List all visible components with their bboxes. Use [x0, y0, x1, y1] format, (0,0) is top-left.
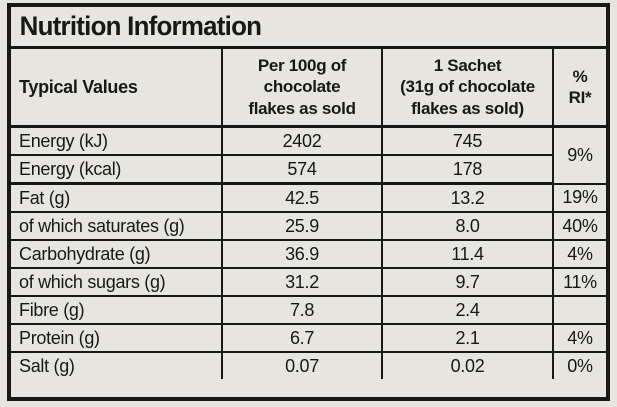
table-row-carbohydrate: Carbohydrate (g) 36.9 11.4 4% — [11, 239, 606, 269]
column-header-per-100g: Per 100g of chocolate flakes as sold — [221, 47, 383, 128]
value-ri-empty — [552, 295, 606, 325]
value-ri: 19% — [552, 182, 606, 213]
value-per-100g: 42.5 — [221, 182, 383, 213]
row-label: of which sugars (g) — [11, 267, 223, 297]
value-per-100g: 36.9 — [221, 239, 383, 269]
value-ri: 40% — [552, 211, 606, 241]
value-sachet: 11.4 — [381, 239, 554, 269]
table-row-protein: Protein (g) 6.7 2.1 4% — [11, 323, 606, 353]
value-per-100g: 6.7 — [221, 323, 383, 353]
value-per-100g: 2402 — [221, 125, 383, 156]
row-label: Salt (g) — [11, 351, 223, 379]
value-sachet: 178 — [381, 154, 554, 185]
row-label: Carbohydrate (g) — [11, 239, 223, 269]
table-header-row: Typical Values Per 100g of chocolate fla… — [11, 47, 606, 128]
value-ri-energy: 9% — [552, 125, 606, 185]
row-label: Energy (kcal) — [11, 154, 223, 185]
value-sachet: 745 — [381, 125, 554, 156]
value-sachet: 0.02 — [381, 351, 554, 379]
value-sachet: 8.0 — [381, 211, 554, 241]
column-header-typical-values: Typical Values — [11, 47, 223, 128]
table-row-saturates: of which saturates (g) 25.9 8.0 40% — [11, 211, 606, 241]
value-per-100g: 31.2 — [221, 267, 383, 297]
table-row-energy-kcal: Energy (kcal) 574 178 — [11, 154, 606, 185]
row-label: Fibre (g) — [11, 295, 223, 325]
value-ri: 11% — [552, 267, 606, 297]
column-header-sachet: 1 Sachet (31g of chocolate flakes as sol… — [381, 47, 554, 128]
nutrition-table: Typical Values Per 100g of chocolate fla… — [11, 46, 606, 379]
value-ri: 0% — [552, 351, 606, 379]
value-per-100g: 0.07 — [221, 351, 383, 379]
row-label: Protein (g) — [11, 323, 223, 353]
row-label: Fat (g) — [11, 182, 223, 213]
value-sachet: 2.1 — [381, 323, 554, 353]
page-title: Nutrition Information — [19, 11, 262, 41]
value-per-100g: 7.8 — [221, 295, 383, 325]
value-per-100g: 574 — [221, 154, 383, 185]
value-per-100g: 25.9 — [221, 211, 383, 241]
column-header-ri: % RI* — [552, 47, 606, 128]
table-row-fat: Fat (g) 42.5 13.2 19% — [11, 182, 606, 213]
row-label: Energy (kJ) — [11, 125, 223, 156]
value-sachet: 2.4 — [381, 295, 554, 325]
row-label: of which saturates (g) — [11, 211, 223, 241]
table-row-energy-kj: Energy (kJ) 2402 745 9% — [11, 125, 606, 185]
value-ri: 4% — [552, 239, 606, 269]
table-row-fibre: Fibre (g) 7.8 2.4 — [11, 295, 606, 325]
value-sachet: 13.2 — [381, 182, 554, 213]
value-ri: 4% — [552, 323, 606, 353]
label-frame: Nutrition Information Typical Values Per… — [7, 3, 610, 401]
value-sachet: 9.7 — [381, 267, 554, 297]
table-row-salt: Salt (g) 0.07 0.02 0% — [11, 351, 606, 379]
table-row-sugars: of which sugars (g) 31.2 9.7 11% — [11, 267, 606, 297]
